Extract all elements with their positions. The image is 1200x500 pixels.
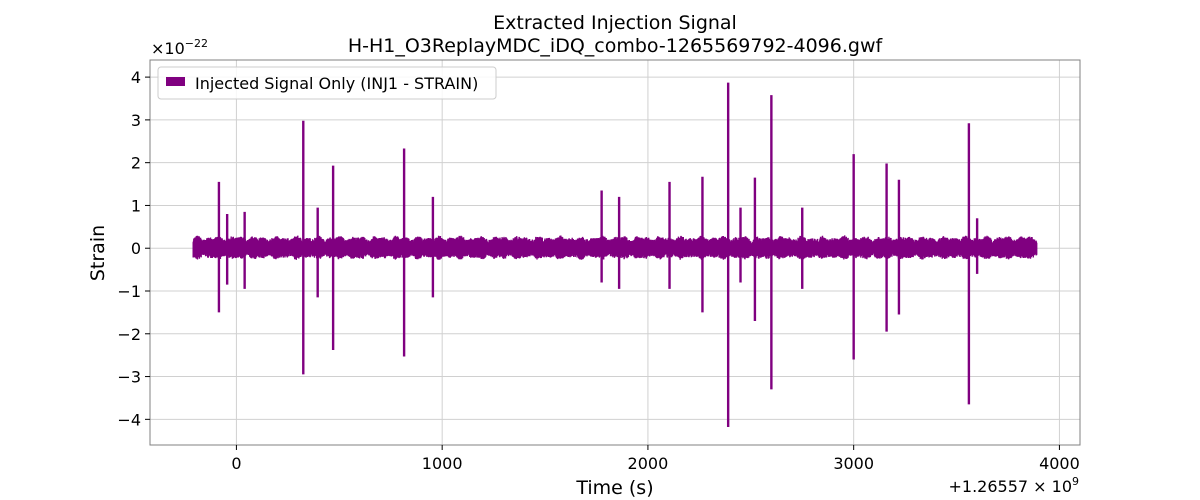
x-offset-base: +1.26557 × 10	[948, 477, 1072, 496]
plot-area	[192, 82, 1038, 428]
y-axis-ticks: −4 −3 −2 −1 0 1 2 3 4	[117, 68, 150, 429]
x-tick-label: 4000	[1039, 454, 1080, 473]
y-tick-label: 2	[131, 154, 141, 173]
y-tick-label: 1	[131, 196, 141, 215]
signal-noise-band	[192, 235, 1038, 260]
legend: Injected Signal Only (INJ1 - STRAIN)	[157, 66, 497, 100]
x-tick-label: 1000	[422, 454, 463, 473]
legend-label: Injected Signal Only (INJ1 - STRAIN)	[195, 74, 478, 93]
chart-title: Extracted Injection Signal	[493, 12, 737, 34]
y-multiplier-base: ×10	[151, 39, 185, 58]
legend-box	[157, 66, 497, 100]
y-tick-label: −2	[117, 325, 141, 344]
y-multiplier: ×10−22	[151, 37, 208, 58]
x-axis-label: Time (s)	[575, 477, 653, 499]
y-tick-label: −3	[117, 368, 141, 387]
y-tick-label: 0	[131, 239, 141, 258]
x-axis-ticks: 0 1000 2000 3000 4000	[231, 445, 1080, 473]
y-tick-label: 3	[131, 111, 141, 130]
x-offset: +1.26557 × 109	[948, 475, 1079, 496]
y-multiplier-exponent: −22	[185, 37, 208, 50]
axes-frame	[149, 59, 1081, 446]
y-tick-label: −1	[117, 282, 141, 301]
y-axis-label: Strain	[87, 225, 109, 281]
y-tick-label: −4	[117, 410, 141, 429]
x-tick-label: 0	[231, 454, 241, 473]
x-tick-label: 3000	[833, 454, 874, 473]
legend-swatch	[166, 77, 185, 86]
signal-series	[192, 82, 1038, 428]
chart-subtitle: H-H1_O3ReplayMDC_iDQ_combo-1265569792-40…	[348, 35, 884, 57]
y-tick-label: 4	[131, 68, 141, 87]
x-tick-label: 2000	[628, 454, 669, 473]
x-offset-exponent: 9	[1072, 475, 1079, 488]
